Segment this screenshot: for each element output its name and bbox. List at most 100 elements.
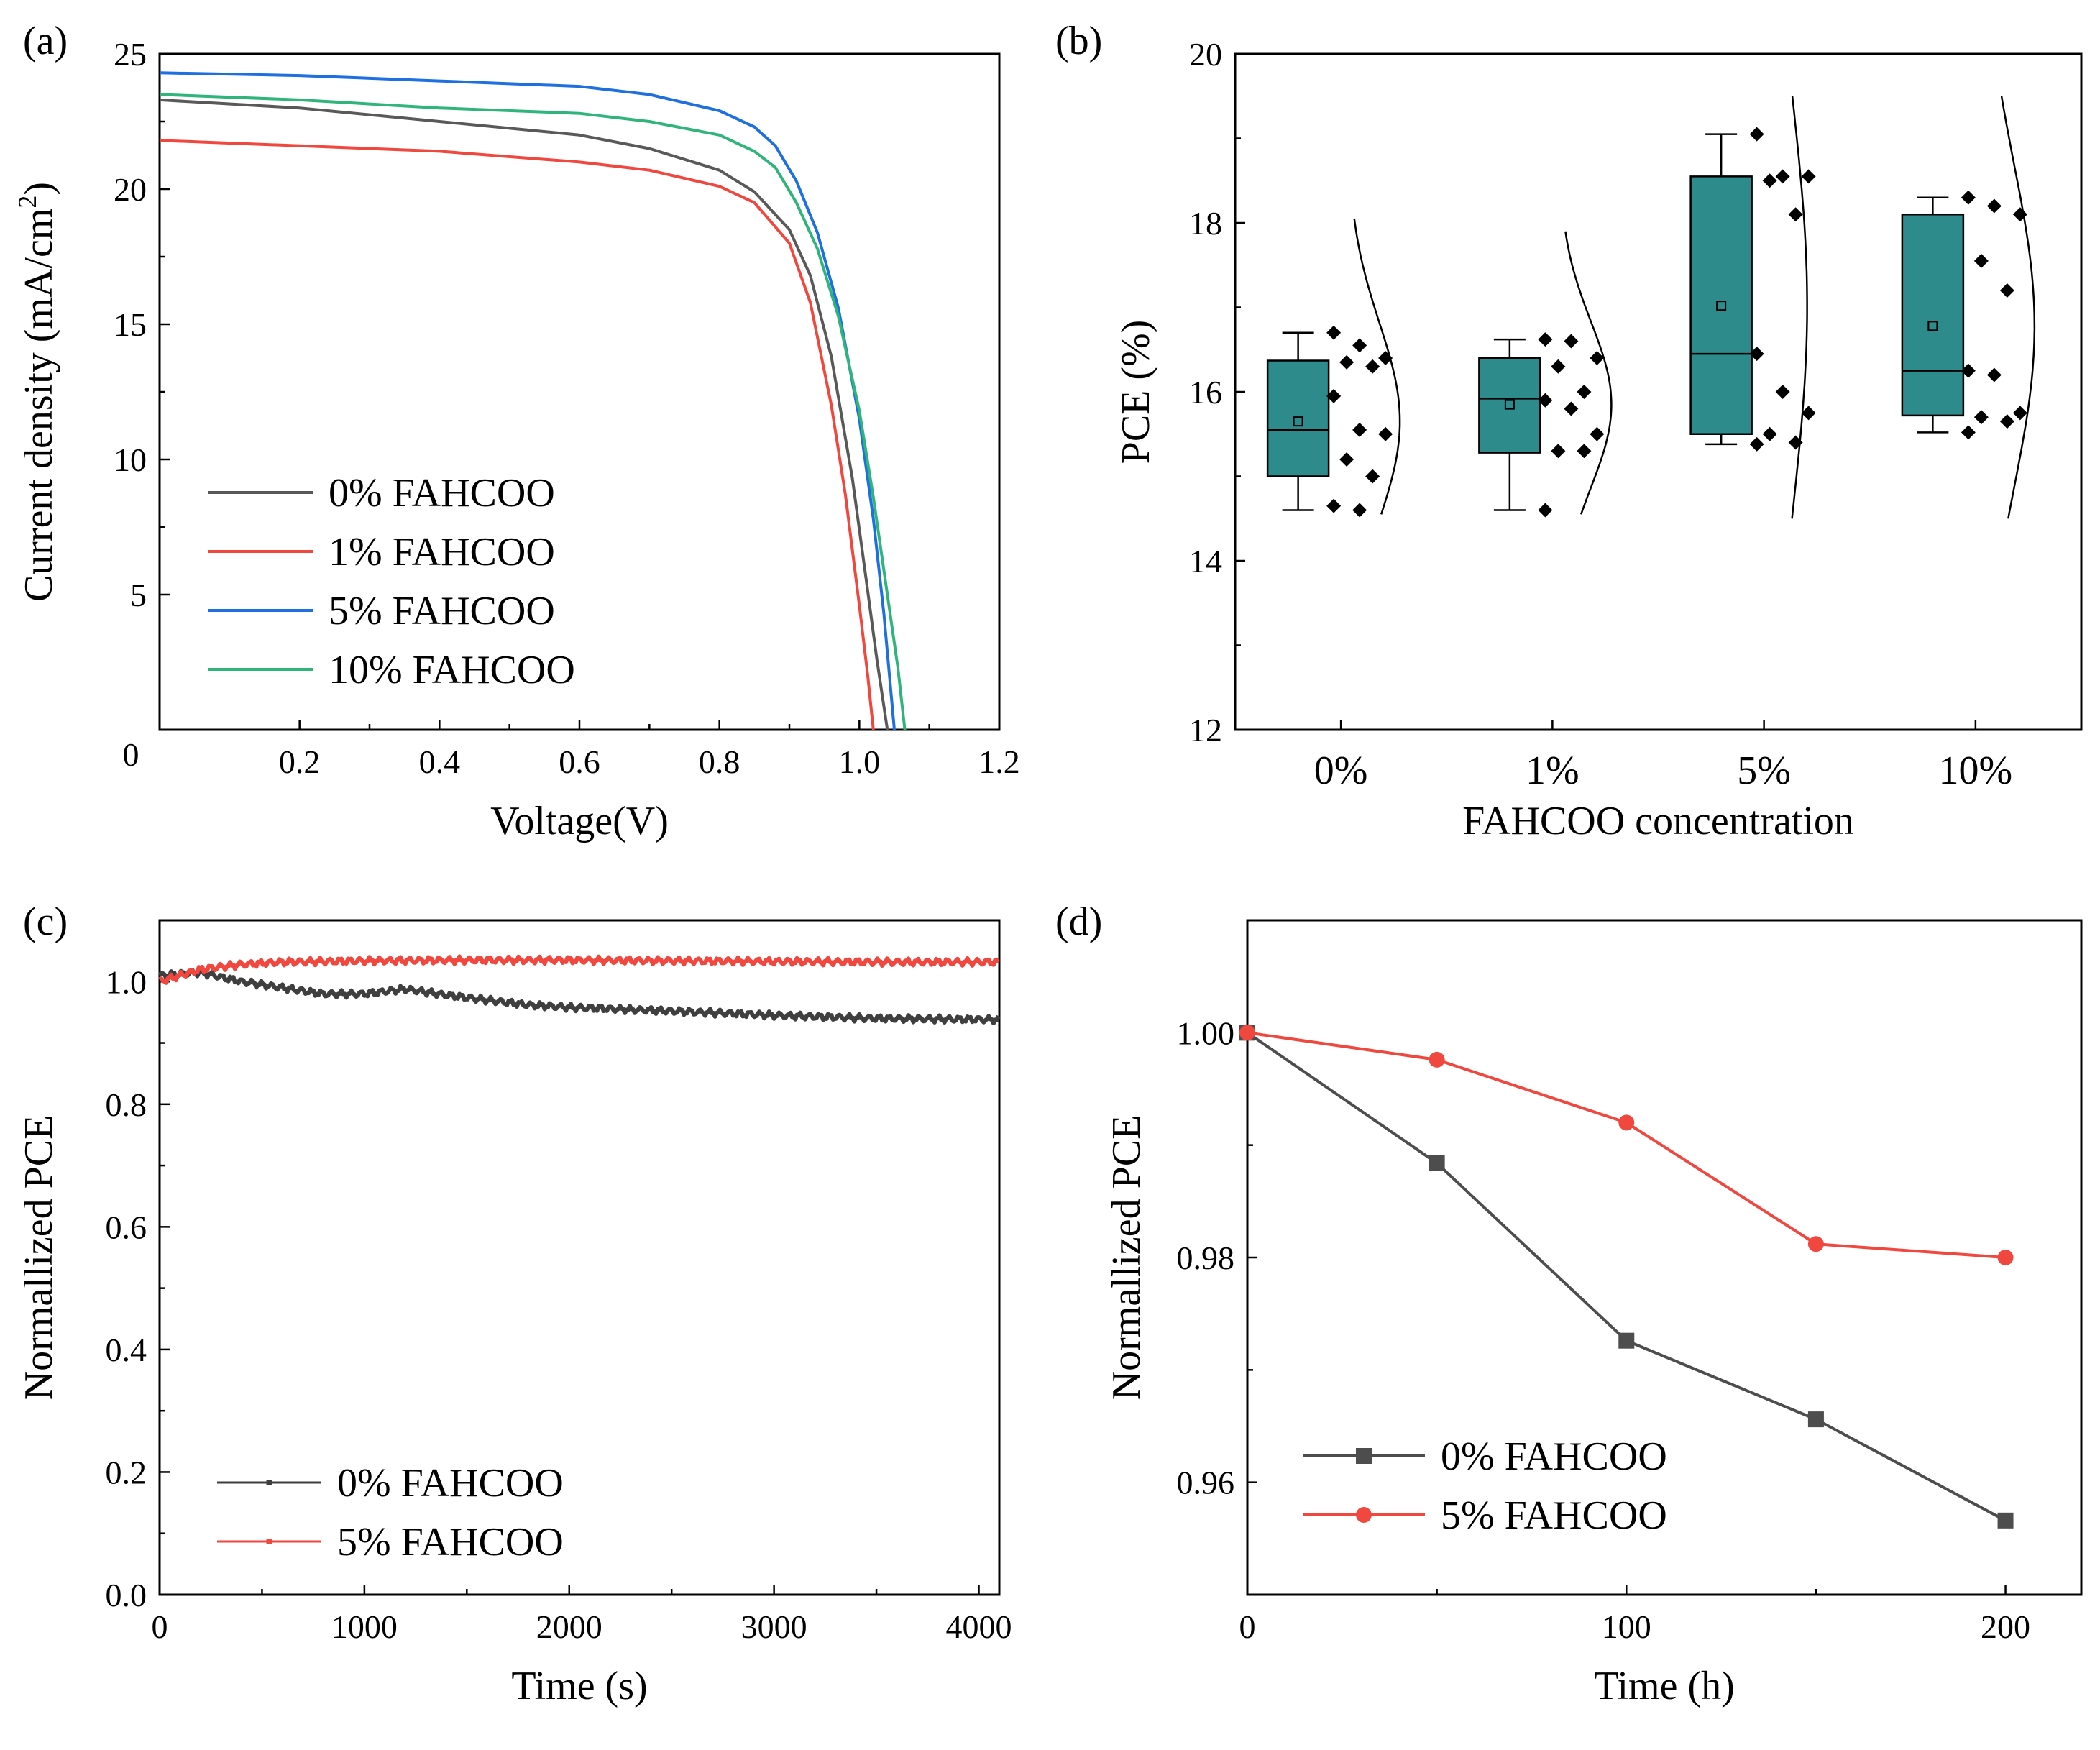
data-point [1365,359,1380,374]
data-point [1807,1411,1824,1428]
x-tick-label: 0% [1314,748,1368,793]
y-axis-label-close: ) [17,182,61,196]
data-point [1749,347,1764,362]
data-point [1352,422,1367,437]
y-axis-label-text: PCE (%) [1114,320,1158,464]
data-point [1378,426,1393,441]
data-point [1961,363,1976,378]
y-axis-label-text: Normallized PCE [1104,1115,1149,1401]
data-point [1429,1051,1445,1068]
data-point [1997,1512,2014,1529]
data-point [1973,253,1989,268]
x-tick-label: 1.2 [978,743,1020,780]
distribution-curve [2000,96,2036,519]
origin-label: 0 [123,736,139,773]
data-point [1429,1155,1445,1171]
y-tick-label: 16 [1189,374,1222,411]
legend-marker [266,1480,272,1485]
legend-marker [266,1539,272,1544]
data-point [1590,351,1605,365]
series-line-0fahcoo [159,98,889,730]
y-axis-label: Normallized PCE [17,1115,61,1401]
y-tick-label: 0.98 [1177,1240,1235,1276]
y-tick-label: 0.6 [106,1209,147,1245]
x-axis-label: Voltage(V) [490,799,669,843]
series-line-5fahcoo [1247,1031,2006,1259]
legend-label: 5% FAHCOO [1441,1493,1667,1538]
data-point [1762,173,1777,188]
legend-label: 5% FAHCOO [337,1520,564,1565]
distribution-curve [1564,231,1613,515]
y-axis-label: Normallized PCE [1104,1115,1149,1401]
plot-frame [158,919,1001,1596]
data-point [1577,444,1592,459]
box [1901,214,1965,417]
y-tick-label: 0.8 [106,1086,147,1123]
data-point [1577,385,1592,399]
x-tick-label: 5% [1737,748,1791,793]
data-point [1326,498,1342,513]
distribution-curve [1353,218,1401,515]
legend-label: 0% FAHCOO [329,471,555,516]
y-axis-label-text: Normallized PCE [17,1115,61,1401]
y-axis-label: PCE (%) [1114,320,1158,464]
x-tick-label: 2000 [536,1608,602,1645]
panel-label: (c) [23,899,68,944]
data-point [1618,1332,1635,1349]
data-point [1326,325,1342,340]
legend-label: 1% FAHCOO [329,530,555,574]
data-point [1339,354,1354,370]
data-point [1551,359,1566,374]
legend-label: 0% FAHCOO [1441,1434,1667,1479]
data-point [1564,401,1579,416]
x-tick-label: 4000 [946,1608,1012,1645]
mean-marker [1504,399,1515,410]
mean-marker [1716,301,1727,311]
x-tick-label: 0.8 [699,743,740,780]
y-tick-label: 25 [114,36,147,73]
data-point [1326,388,1342,403]
data-point [1538,393,1553,408]
y-tick-label: 20 [114,171,147,208]
y-tick-label: 12 [1189,712,1222,748]
data-point [1999,283,2014,298]
y-tick-label: 1.00 [1177,1014,1235,1051]
data-point [1973,410,1989,425]
data-point [1538,503,1553,518]
x-tick-label: 0.4 [419,743,461,780]
data-point [1564,334,1579,349]
y-tick-label: 0.4 [106,1332,147,1368]
x-tick-label: 1% [1526,748,1579,793]
x-tick-label: 1000 [331,1608,398,1645]
data-point [1788,207,1803,222]
x-axis-label: FAHCOO concentration [1462,799,1854,843]
mean-marker [1927,321,1938,331]
y-axis-label-sup: 2 [13,196,42,209]
y-tick-label: 20 [1189,36,1222,73]
chart-2: (b) 12 14 16 18 20 FAHCOO concentration PCE (%)… [1055,19,2083,843]
data-point [1618,1114,1635,1131]
legend-marker [1356,1507,1372,1523]
data-point [1352,338,1367,353]
data-point [1590,426,1605,441]
y-axis-label: Current density (mA/cm2) [13,182,61,602]
mean-marker [1293,416,1303,427]
series-line-10fahcoo [159,93,907,730]
data-point [1801,406,1816,421]
series-line-1fahcoo [159,139,875,730]
y-tick-label: 10 [114,441,147,478]
data-point [1749,127,1764,142]
chart-1: (a) 5 10 15 20 25 0.2 0.4 0.6 0.8 1.0 1.2 0 Voltage(V… [13,19,1020,843]
data-point [1999,414,2014,429]
y-tick-label: 0.96 [1177,1465,1235,1501]
chart-4: (d) 0.96 0.98 1.00 0 100 200 Time (h) Normallize… [1055,899,2083,1708]
legend-label: 10% FAHCOO [329,648,575,692]
x-tick-label: 100 [1602,1608,1651,1645]
x-tick-label: 0 [152,1608,168,1645]
y-tick-label: 14 [1189,543,1222,579]
series-line-0fahcoo [157,966,1001,1026]
x-axis-label: Time (s) [511,1664,647,1708]
panel-label: (d) [1055,899,1102,944]
data-point [1762,426,1777,441]
